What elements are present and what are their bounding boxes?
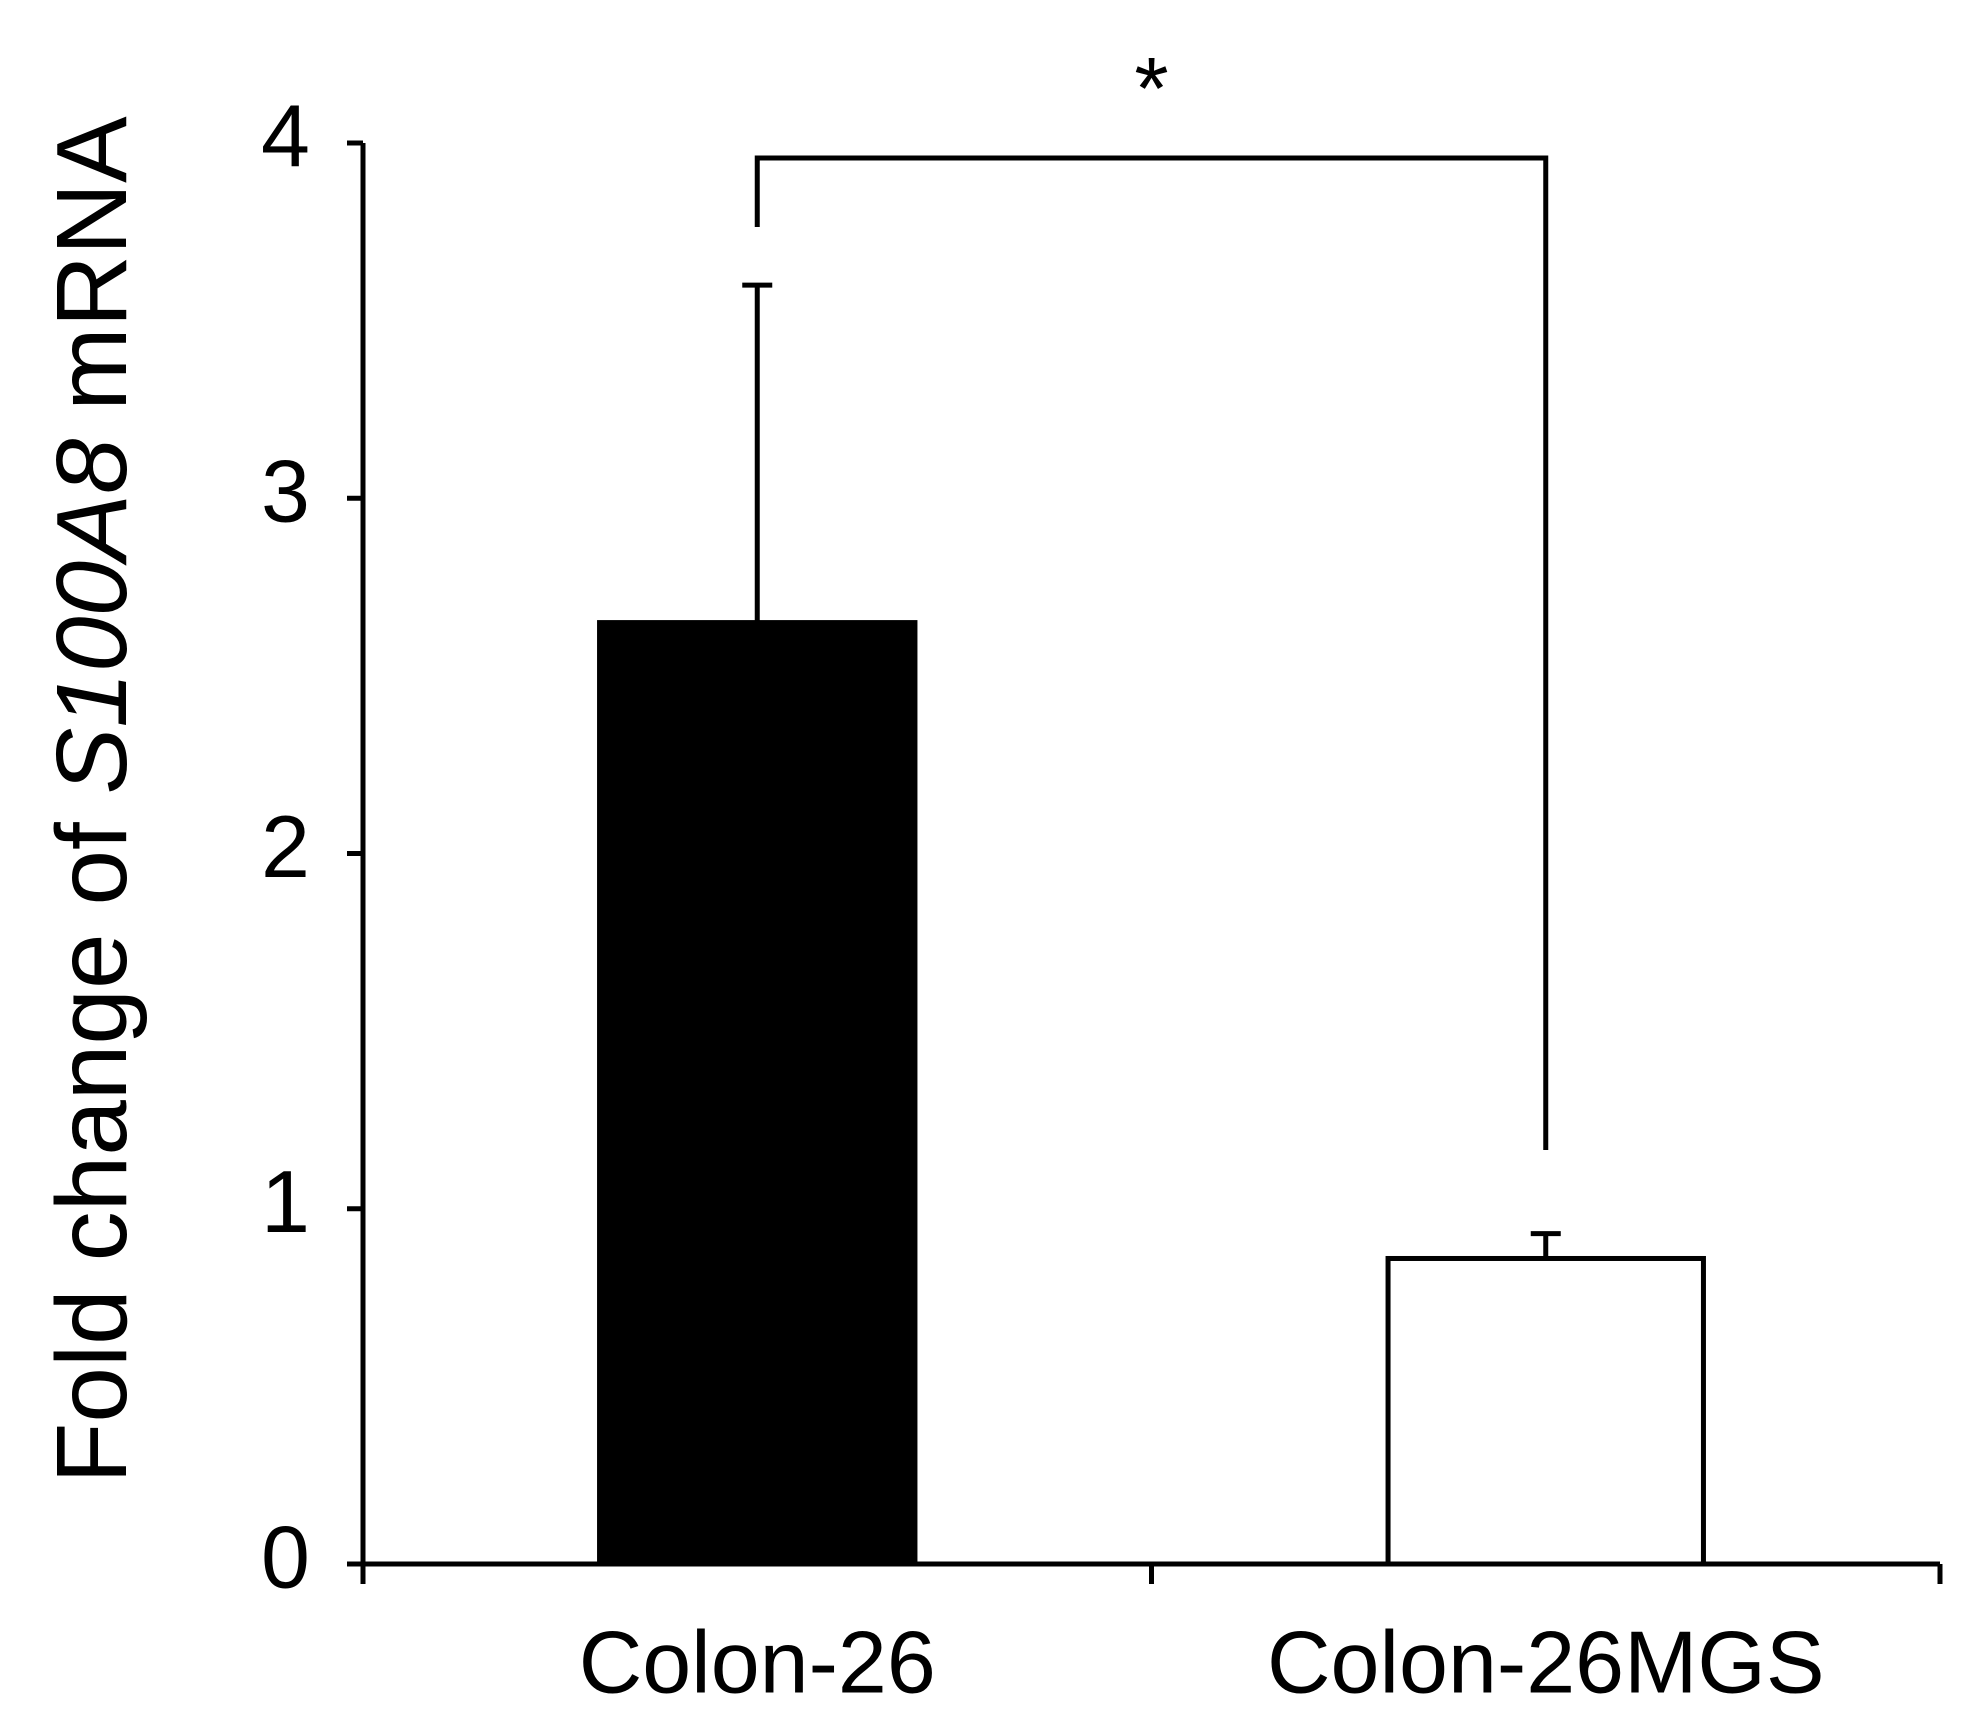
y-tick-label: 4: [261, 86, 310, 185]
x-tick-label: Colon-26MGS: [1267, 1612, 1825, 1711]
error-bar: [742, 282, 773, 623]
bar: [1385, 1255, 1706, 1567]
significance-bracket: [754, 155, 1549, 1150]
y-tick-label: 0: [261, 1507, 310, 1606]
significance-label: *: [1134, 38, 1168, 137]
y-axis-label: Fold change of S100A8 mRNA: [36, 116, 148, 1484]
y-label-suffix: mRNA: [36, 116, 148, 411]
y-label-prefix: Fold change of: [36, 822, 148, 1484]
y-tick-label: 3: [261, 442, 310, 541]
bar: [597, 620, 918, 1567]
y-tick-label: 2: [261, 797, 310, 896]
y-tick-label: 1: [261, 1152, 310, 1251]
x-tick-label: Colon-26: [579, 1612, 936, 1711]
error-bar: [1530, 1231, 1561, 1259]
y-label-gene: S100A8: [36, 438, 148, 794]
